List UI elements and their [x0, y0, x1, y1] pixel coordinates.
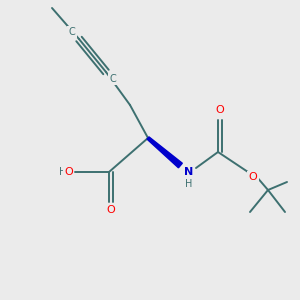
Text: H: H [185, 179, 193, 189]
Text: N: N [184, 167, 194, 177]
Text: O: O [216, 105, 224, 115]
Text: C: C [69, 27, 75, 37]
Polygon shape [147, 137, 182, 168]
Text: O: O [106, 205, 116, 215]
Text: C: C [110, 74, 116, 84]
Text: O: O [249, 172, 257, 182]
Text: H: H [58, 167, 66, 177]
Text: O: O [64, 167, 73, 177]
